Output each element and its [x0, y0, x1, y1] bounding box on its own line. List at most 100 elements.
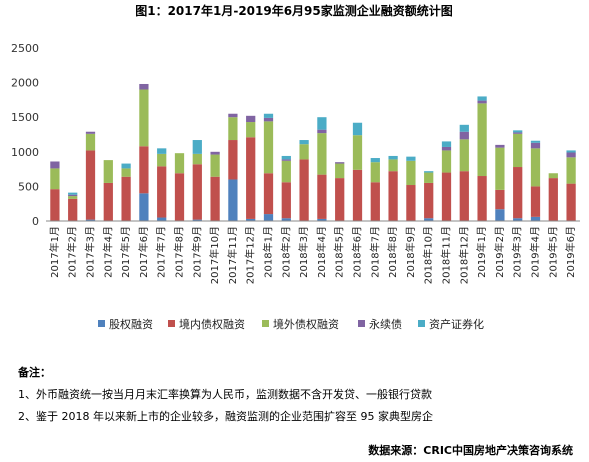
bar-segment-2	[441, 150, 452, 173]
bar-segment-2	[299, 144, 309, 160]
bar-segment-4	[281, 155, 291, 160]
y-tick-label: 2500	[11, 42, 39, 55]
bar-segment-1	[370, 182, 380, 221]
bar-segment-3	[281, 159, 291, 161]
y-tick-label: 0	[32, 215, 39, 228]
bar-segment-4	[263, 113, 274, 118]
bar-segment-4	[192, 140, 202, 154]
bar-segment-3	[566, 152, 576, 158]
bar-segment-0	[513, 218, 523, 221]
bar-segment-3	[530, 142, 541, 149]
bar-segment-1	[513, 167, 523, 219]
x-tick-label: 2017年5月	[119, 226, 132, 278]
bar-segment-2	[68, 196, 78, 199]
bar-segment-1	[85, 150, 96, 220]
x-tick-label: 2018年7月	[368, 226, 381, 278]
bar-segment-4	[441, 141, 452, 147]
y-tick-label: 1000	[11, 146, 39, 159]
bar-segment-1	[103, 182, 113, 221]
note-line-2: 2、鉴于 2018 年以来新上市的企业较多，融资监测的企业范围扩容至 95 家典…	[18, 410, 433, 424]
bar-segment-1	[299, 159, 309, 221]
bar-segment-3	[68, 194, 78, 197]
x-tick-label: 2018年8月	[386, 226, 399, 278]
bar-segment-4	[370, 158, 380, 163]
bar-segment-2	[50, 168, 60, 190]
bar-segment-3	[459, 131, 469, 140]
y-tick-label: 2000	[11, 77, 39, 90]
bar-segment-0	[192, 219, 202, 221]
bar-segment-2	[121, 168, 131, 177]
bar-segment-1	[246, 137, 256, 219]
legend: 股权融资 境内债权融资 境外债权融资 永续债 资产证券化	[98, 317, 484, 331]
bar-segment-4	[68, 192, 78, 195]
bar-segment-1	[50, 189, 60, 221]
bar-segment-0	[157, 217, 167, 221]
bar-segment-3	[335, 162, 345, 164]
bar-segment-4	[299, 140, 309, 145]
bar-segment-1	[441, 172, 452, 221]
bar-segment-0	[228, 179, 238, 221]
bar-segment-4	[513, 130, 523, 133]
bars	[50, 83, 576, 221]
legend-swatch	[168, 320, 175, 327]
bar-segment-2	[548, 173, 558, 179]
bar-segment-4	[406, 156, 416, 161]
bar-segment-2	[263, 121, 274, 174]
legend-swatch	[262, 320, 269, 327]
bar-segment-2	[174, 153, 185, 174]
bar-segment-2	[281, 160, 291, 183]
bar-segment-1	[121, 176, 131, 221]
legend-swatch	[358, 320, 365, 327]
bar-segment-1	[317, 174, 327, 219]
bar-segment-2	[424, 172, 434, 183]
bar-segment-4	[477, 96, 487, 101]
bar-segment-2	[139, 89, 149, 147]
bar-segment-4	[388, 155, 398, 160]
bar-segment-1	[406, 185, 416, 221]
bar-segment-2	[157, 153, 167, 167]
bar-segment-2	[459, 139, 469, 172]
bar-segment-3	[317, 129, 327, 134]
y-tick-label: 500	[18, 180, 39, 193]
x-tick-label: 2019年6月	[564, 226, 577, 278]
bar-segment-1	[263, 173, 274, 215]
x-tick-label: 2017年11月	[226, 226, 239, 284]
bar-segment-2	[246, 122, 256, 138]
x-tick-label: 2018年6月	[351, 226, 364, 278]
bar-segment-1	[352, 169, 363, 221]
bar-segment-2	[530, 148, 541, 187]
bar-segment-3	[495, 144, 505, 148]
x-tick-label: 2018年9月	[404, 226, 417, 278]
x-tick-label: 2017年4月	[101, 226, 114, 278]
bar-segment-3	[513, 132, 523, 134]
x-tick-label: 2018年2月	[279, 226, 292, 278]
financing-stacked-bar-chart: 图1：2017年1月-2019年6月95家监测企业融资额统计图 0 500 1000…	[11, 3, 580, 331]
bar-segment-3	[210, 151, 220, 155]
bar-segment-1	[210, 176, 220, 221]
bar-segment-2	[406, 160, 416, 186]
bar-segment-4	[157, 148, 167, 154]
bar-segment-1	[495, 189, 505, 210]
bar-segment-0	[317, 218, 327, 221]
bar-segment-2	[566, 157, 576, 184]
legend-label: 境外债权融资	[273, 317, 339, 331]
bar-segment-3	[246, 115, 256, 123]
x-tick-label: 2018年12月	[457, 226, 470, 284]
x-tick-label: 2019年4月	[529, 226, 542, 278]
bar-segment-2	[228, 117, 238, 141]
x-tick-label: 2017年7月	[155, 226, 168, 278]
data-source: 数据来源：CRIC中国房地产决策咨询系统	[368, 444, 573, 457]
notes-section: 备注： 1、外币融资统一按当月月末汇率换算为人民币，监测数据不含开发贷、一般银行…	[18, 366, 581, 433]
bar-segment-1	[68, 198, 78, 221]
chart-title: 图1：2017年1月-2019年6月95家监测企业融资额统计图	[135, 3, 453, 18]
bar-segment-1	[139, 146, 149, 194]
x-tick-label: 2018年11月	[440, 226, 453, 284]
legend-label: 资产证券化	[429, 317, 484, 331]
x-tick-label: 2017年10月	[208, 226, 221, 284]
bar-segment-2	[495, 147, 505, 190]
x-tick-label: 2018年1月	[262, 226, 275, 278]
bar-segment-1	[388, 171, 398, 221]
bar-segment-3	[85, 131, 96, 134]
bar-segment-0	[85, 219, 96, 221]
bar-segment-4	[317, 117, 327, 130]
